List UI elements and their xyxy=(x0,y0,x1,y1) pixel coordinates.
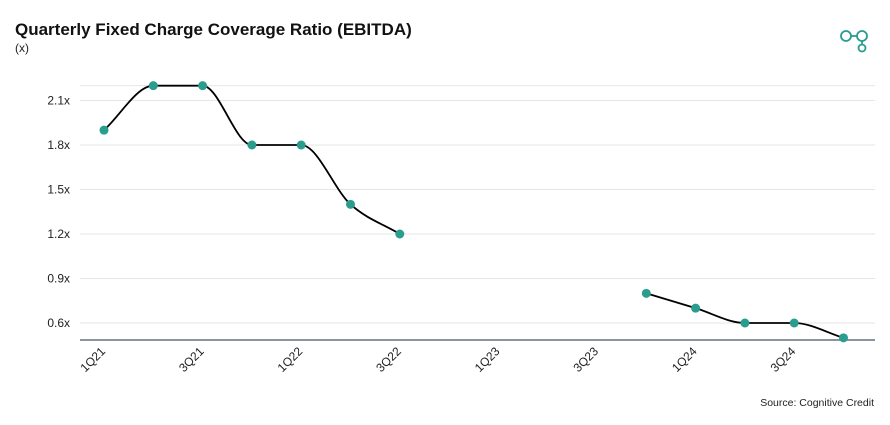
y-tick-label: 0.9x xyxy=(47,272,70,286)
data-point xyxy=(346,199,355,209)
data-point xyxy=(198,81,208,91)
x-tick-label: 3Q21 xyxy=(176,344,207,375)
data-point xyxy=(691,303,701,313)
cognitive-credit-logo-icon xyxy=(840,30,868,53)
x-tick-label: 1Q22 xyxy=(275,344,306,375)
data-point xyxy=(99,125,109,135)
data-point xyxy=(247,140,257,150)
series-line xyxy=(646,292,844,339)
x-tick-label: 3Q23 xyxy=(570,344,601,375)
data-point xyxy=(148,81,158,91)
y-tick-label: 2.1x xyxy=(47,94,70,108)
x-tick-label: 1Q23 xyxy=(472,344,503,375)
x-tick-label: 1Q24 xyxy=(669,344,700,375)
data-point xyxy=(641,288,651,298)
x-tick-label: 3Q24 xyxy=(768,344,799,375)
x-tick-label: 3Q22 xyxy=(373,344,404,375)
data-point xyxy=(839,333,848,343)
y-tick-label: 0.6x xyxy=(47,316,70,330)
data-point xyxy=(740,318,750,328)
source-note: Source: Cognitive Credit xyxy=(760,397,874,409)
y-tick-label: 1.8x xyxy=(47,138,70,152)
x-tick-label: 1Q21 xyxy=(77,344,108,375)
y-tick-label: 1.5x xyxy=(47,183,70,197)
series-line xyxy=(103,84,401,235)
unit-label: (x) xyxy=(15,41,29,55)
data-point xyxy=(789,318,799,328)
data-point xyxy=(296,140,306,150)
chart-title: Quarterly Fixed Charge Coverage Ratio (E… xyxy=(15,20,412,39)
data-point xyxy=(395,229,405,239)
y-tick-label: 1.2x xyxy=(47,227,70,241)
